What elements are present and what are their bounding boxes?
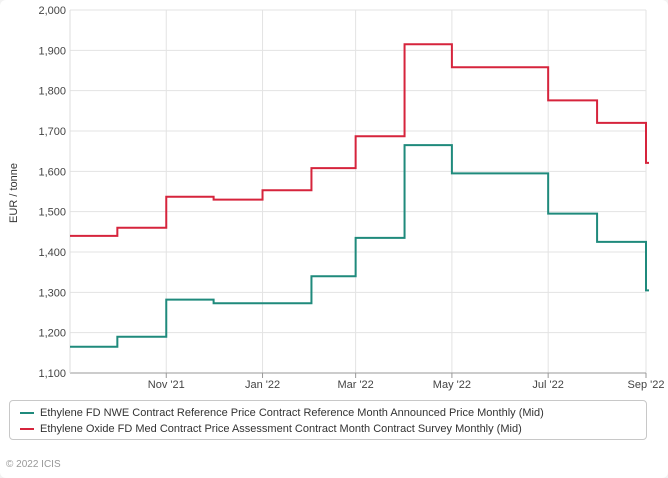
x-tick-label: Mar '22 (337, 379, 373, 391)
copyright-footer: © 2022 ICIS (6, 459, 61, 470)
y-tick-label: 1,600 (38, 166, 66, 178)
y-tick-label: 1,900 (38, 45, 66, 57)
y-tick-label: 1,400 (38, 247, 66, 259)
x-tick-label: May '22 (433, 379, 471, 391)
x-tick-label: Nov '21 (148, 379, 185, 391)
y-tick-label: 1,500 (38, 207, 66, 219)
y-tick-label: 1,800 (38, 86, 66, 98)
legend: Ethylene FD NWE Contract Reference Price… (9, 400, 647, 440)
series-line-1[interactable] (70, 43, 649, 237)
series-line-0[interactable] (70, 144, 649, 348)
line-chart: 1,100 1,200 1,300 1,400 1,500 1,600 1,700 1,800… (8, 5, 665, 391)
legend-swatch-ethylene-oxide (20, 428, 34, 430)
y-axis-title: EUR / tonne (8, 163, 20, 223)
x-tick-label: Jan '22 (245, 379, 280, 391)
y-tick-label: 1,300 (38, 287, 66, 299)
x-tick-label: Jul '22 (532, 379, 563, 391)
y-tick-label: 2,000 (38, 5, 66, 17)
legend-label-ethylene-oxide: Ethylene Oxide FD Med Contract Price Ass… (40, 423, 522, 435)
legend-label-ethylene: Ethylene FD NWE Contract Reference Price… (40, 407, 544, 419)
legend-item-ethylene[interactable]: Ethylene FD NWE Contract Reference Price… (20, 405, 646, 421)
y-tick-label: 1,200 (38, 328, 66, 340)
legend-swatch-ethylene (20, 412, 34, 414)
y-tick-label: 1,100 (38, 368, 66, 380)
x-tick-label: Sep '22 (628, 379, 665, 391)
legend-item-ethylene-oxide[interactable]: Ethylene Oxide FD Med Contract Price Ass… (20, 421, 646, 437)
y-tick-label: 1,700 (38, 126, 66, 138)
